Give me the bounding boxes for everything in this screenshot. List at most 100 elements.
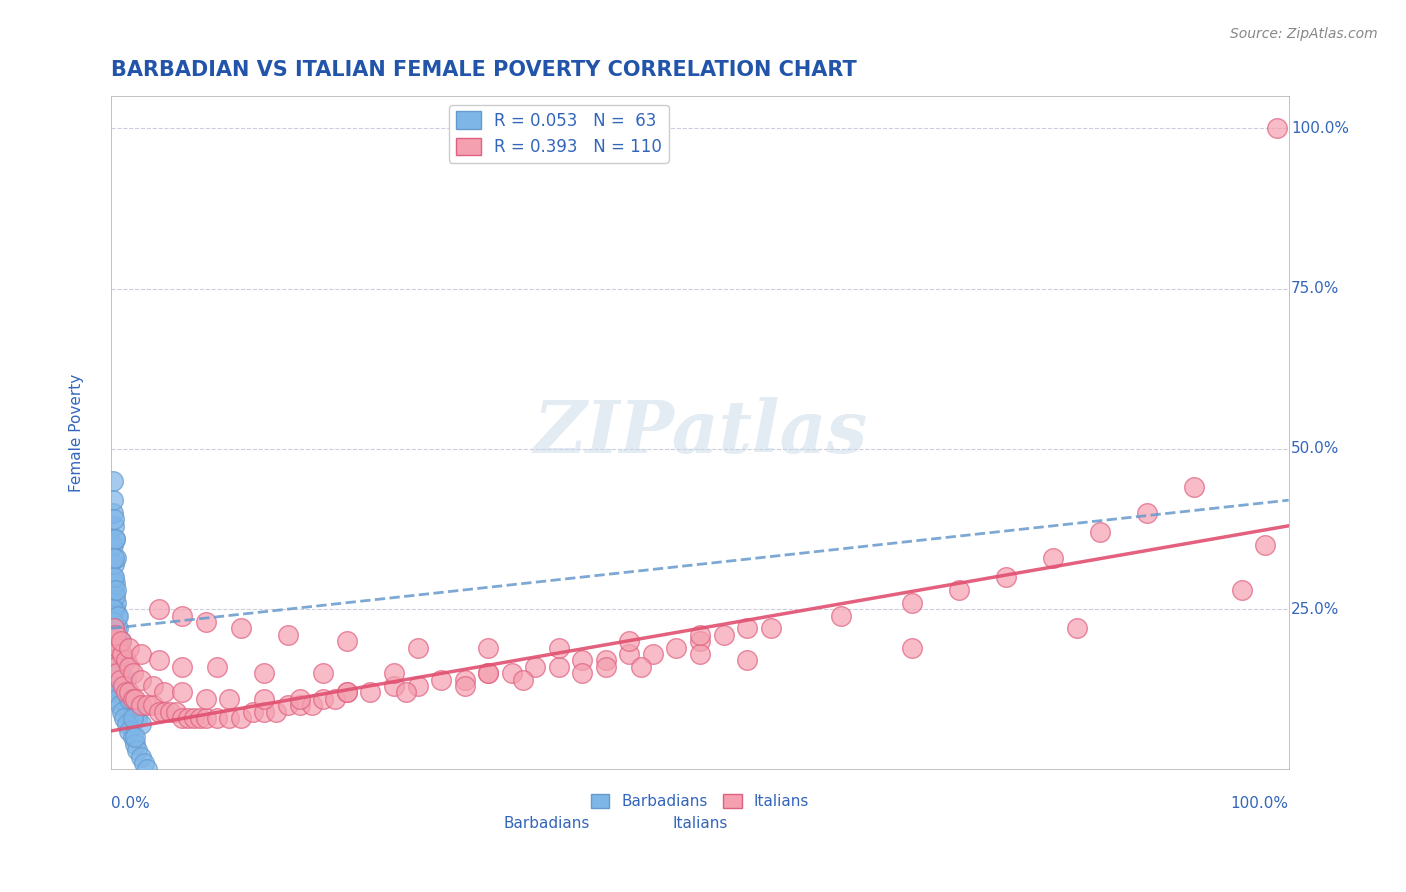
Point [336,685,359,699]
Point [111,647,134,661]
Point [323,691,346,706]
Point [177,711,200,725]
Point [170,608,193,623]
Point [118,660,141,674]
Point [194,711,217,725]
Point [121,711,143,725]
Point [135,762,157,776]
Point [229,711,252,725]
Point [114,685,136,699]
Point [1265,121,1288,136]
Point [406,679,429,693]
Point [103,582,125,597]
Point [901,640,924,655]
Point [453,673,475,687]
Point [103,558,125,572]
Point [112,679,135,693]
Point [104,532,127,546]
Point [170,711,193,725]
Point [477,666,499,681]
Point [101,647,124,661]
Point [118,685,141,699]
Point [148,653,170,667]
Point [110,666,132,681]
Point [264,705,287,719]
Point [101,474,124,488]
Point [129,673,152,687]
Point [108,660,131,674]
Point [105,628,128,642]
Point [101,538,124,552]
Point [121,698,143,713]
Point [118,723,141,738]
Point [277,628,299,642]
Point [641,647,664,661]
Point [107,640,129,655]
Point [336,685,359,699]
Point [104,589,127,603]
Point [382,666,405,681]
Point [630,660,652,674]
Point [110,634,132,648]
Point [218,711,240,725]
Point [108,698,131,713]
Point [124,731,146,745]
Point [406,640,429,655]
Point [110,634,132,648]
Point [512,673,534,687]
Point [995,570,1018,584]
Point [218,691,240,706]
Point [336,634,359,648]
Point [301,698,323,713]
Point [107,647,129,661]
Text: Source: ZipAtlas.com: Source: ZipAtlas.com [1230,27,1378,41]
Point [1090,525,1112,540]
Point [101,679,124,693]
Point [382,679,405,693]
Point [124,737,146,751]
Point [142,679,165,693]
Point [830,608,852,623]
Point [207,711,229,725]
Point [101,602,124,616]
Point [127,743,149,757]
Point [689,628,711,642]
Point [253,666,276,681]
Point [124,705,146,719]
Point [103,518,125,533]
Point [121,666,143,681]
Point [713,628,735,642]
Point [101,493,124,508]
Point [288,698,311,713]
Point [105,653,128,667]
Point [142,698,165,713]
Point [105,691,128,706]
Point [124,691,146,706]
Point [108,673,131,687]
Point [107,621,129,635]
Text: 100.0%: 100.0% [1291,121,1348,136]
Point [288,691,311,706]
Point [183,711,205,725]
Point [253,705,276,719]
Point [129,749,152,764]
Point [135,698,157,713]
Point [127,711,149,725]
Point [207,660,229,674]
Point [170,660,193,674]
Point [1066,621,1088,635]
Point [118,691,141,706]
Point [104,640,127,655]
Point [277,698,299,713]
Point [101,628,124,642]
Point [108,634,131,648]
Point [1042,550,1064,565]
Point [735,653,758,667]
Point [689,647,711,661]
Point [121,731,143,745]
Point [229,621,252,635]
Text: 100.0%: 100.0% [1230,797,1289,811]
Point [104,602,127,616]
Point [1184,480,1206,494]
Point [104,685,127,699]
